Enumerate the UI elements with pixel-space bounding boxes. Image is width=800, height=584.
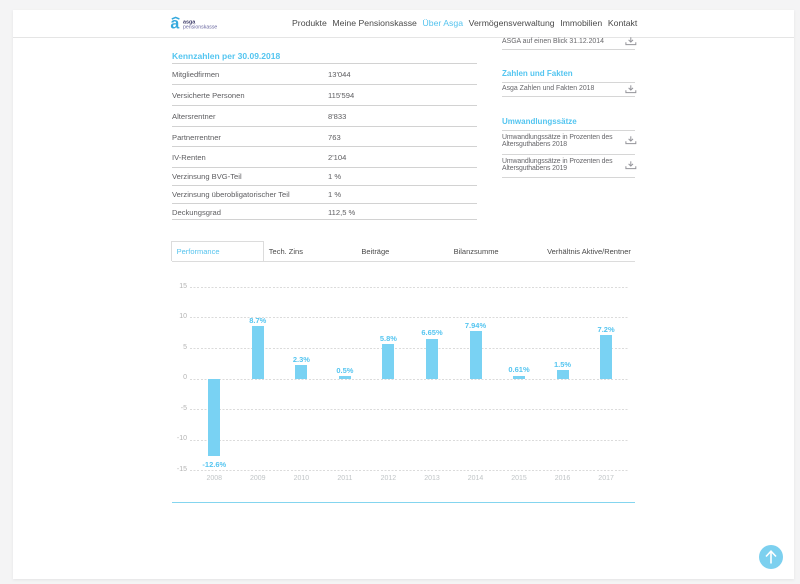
svg-text:asga: asga — [183, 20, 196, 26]
svg-text:a: a — [170, 16, 179, 32]
svg-text:pensionskasse: pensionskasse — [183, 25, 217, 31]
